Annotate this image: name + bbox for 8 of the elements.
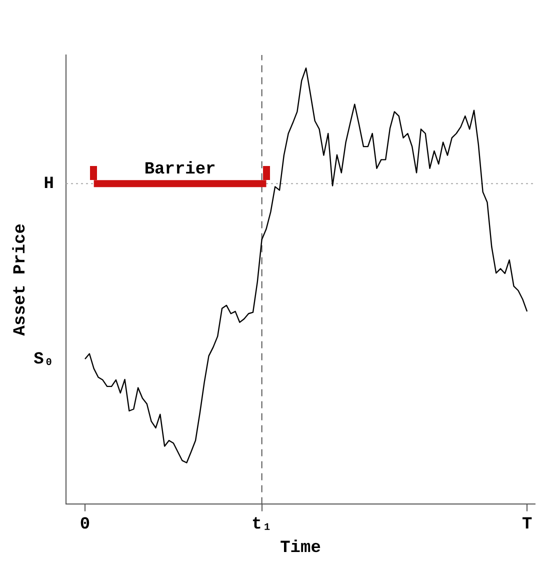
ref-line-label: H	[44, 174, 54, 194]
annotation: S₀	[34, 350, 54, 370]
x-tick-label: t₁	[252, 516, 272, 535]
x-axis-title: Time	[280, 539, 321, 558]
series-label: Barrier	[144, 160, 216, 180]
x-tick-label: T	[522, 516, 532, 535]
y-axis-title: Asset Price	[11, 223, 30, 336]
x-tick-label: 0	[80, 516, 90, 535]
